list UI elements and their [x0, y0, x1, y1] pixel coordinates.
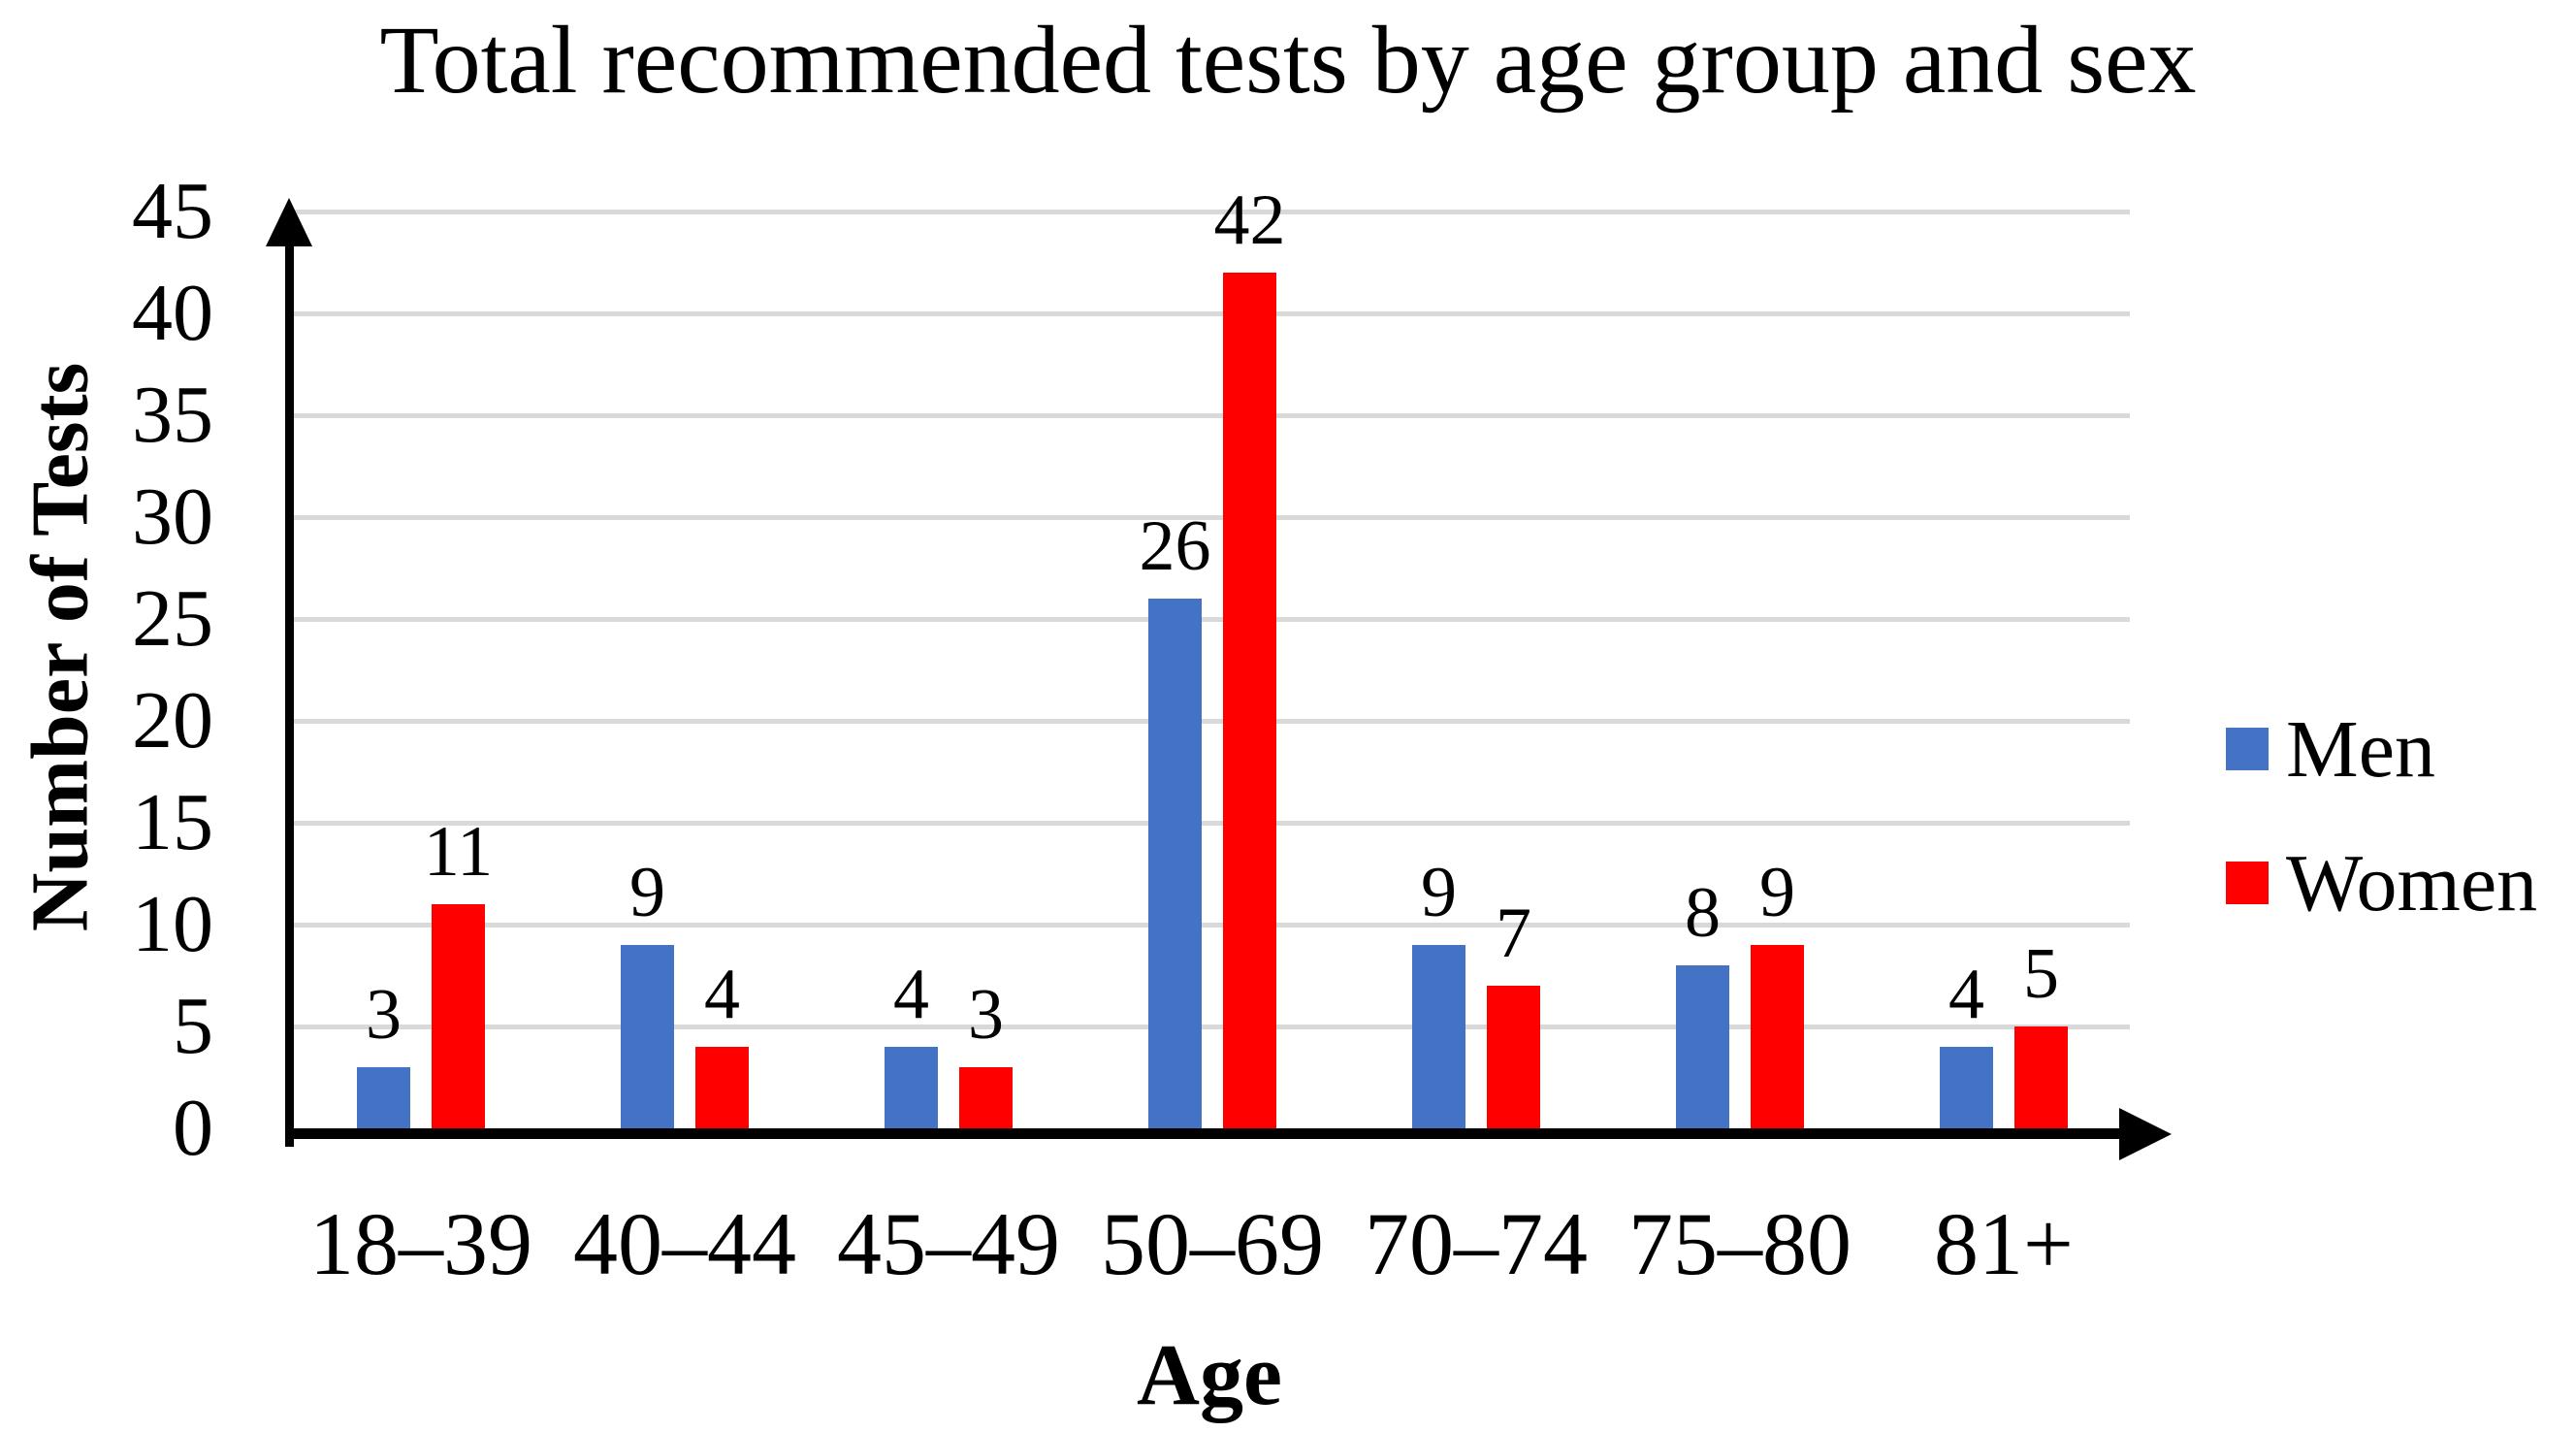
y-axis-arrow-icon — [266, 198, 312, 246]
bar-men-75-80 — [1676, 965, 1729, 1128]
bar-men-45-49 — [885, 1047, 938, 1128]
bar-value-label-women-45-49: 3 — [968, 975, 1004, 1055]
legend-label-women: Women — [2286, 837, 2538, 928]
bar-value-label-women-75-80: 9 — [1759, 853, 1795, 932]
y-tick-label-30: 30 — [132, 472, 213, 562]
bar-value-label-men-70-74: 9 — [1421, 853, 1457, 932]
bar-women-75-80 — [1751, 945, 1804, 1128]
bar-women-45-49 — [959, 1067, 1013, 1128]
gridline-10 — [289, 923, 2130, 928]
x-tick-label-40-44: 40–44 — [573, 1194, 796, 1293]
bar-value-label-men-18-39: 3 — [366, 975, 402, 1055]
legend-swatch-women — [2226, 862, 2269, 904]
y-tick-label-40: 40 — [132, 268, 213, 358]
gridline-45 — [289, 210, 2130, 214]
gridline-15 — [289, 821, 2130, 826]
bar-men-40-44 — [621, 945, 674, 1128]
x-axis-title: Age — [1137, 1327, 1282, 1423]
bar-men-81 — [1940, 1047, 1993, 1128]
gridline-35 — [289, 413, 2130, 418]
x-tick-label-18-39: 18–39 — [309, 1194, 532, 1293]
bar-women-18-39 — [432, 904, 485, 1128]
bar-women-70-74 — [1487, 986, 1540, 1128]
y-tick-label-15: 15 — [132, 777, 213, 867]
bar-men-50-69 — [1148, 599, 1202, 1128]
gridline-5 — [289, 1025, 2130, 1029]
bar-value-label-women-40-44: 4 — [704, 955, 740, 1034]
y-tick-label-35: 35 — [132, 370, 213, 460]
bar-men-18-39 — [357, 1067, 410, 1128]
y-axis-line — [285, 233, 294, 1147]
bar-value-label-men-75-80: 8 — [1685, 873, 1721, 953]
bar-women-81 — [2014, 1026, 2068, 1128]
y-tick-label-5: 5 — [173, 981, 213, 1071]
y-tick-label-45: 45 — [132, 166, 213, 256]
bar-value-label-men-45-49: 4 — [893, 955, 929, 1034]
x-axis-line — [285, 1128, 2119, 1139]
bar-value-label-women-18-39: 11 — [423, 812, 494, 892]
gridline-20 — [289, 719, 2130, 724]
legend-item-men: Men — [2226, 702, 2435, 796]
gridline-25 — [289, 617, 2130, 622]
legend-item-women: Women — [2226, 836, 2537, 929]
x-tick-label-50-69: 50–69 — [1101, 1194, 1324, 1293]
gridline-40 — [289, 311, 2130, 316]
x-tick-label-75-80: 75–80 — [1628, 1194, 1852, 1293]
x-axis-arrow-icon — [2119, 1108, 2172, 1160]
gridline-30 — [289, 515, 2130, 520]
bar-value-label-women-70-74: 7 — [1496, 894, 1531, 973]
legend-swatch-men — [2226, 728, 2269, 770]
y-tick-label-25: 25 — [132, 573, 213, 664]
bar-women-50-69 — [1223, 273, 1276, 1128]
y-tick-label-20: 20 — [132, 675, 213, 765]
bar-value-label-women-81: 5 — [2023, 934, 2059, 1014]
x-tick-label-45-49: 45–49 — [837, 1194, 1060, 1293]
bar-value-label-women-50-69: 42 — [1213, 180, 1286, 260]
x-tick-label-81: 81+ — [1934, 1194, 2074, 1293]
plot-area: 3 11 9 4 4 3 26 42 9 7 8 9 4 5 — [289, 181, 2130, 1128]
bar-men-70-74 — [1412, 945, 1465, 1128]
y-tick-label-10: 10 — [132, 879, 213, 969]
y-tick-label-0: 0 — [173, 1083, 213, 1173]
bar-value-label-men-50-69: 26 — [1139, 506, 1211, 586]
chart-title: Total recommended tests by age group and… — [379, 6, 2197, 114]
x-tick-label-70-74: 70–74 — [1365, 1194, 1588, 1293]
bar-value-label-men-40-44: 9 — [629, 853, 665, 932]
bar-women-40-44 — [695, 1047, 749, 1128]
legend-label-men: Men — [2286, 703, 2435, 795]
bar-value-label-men-81: 4 — [1948, 955, 1984, 1034]
